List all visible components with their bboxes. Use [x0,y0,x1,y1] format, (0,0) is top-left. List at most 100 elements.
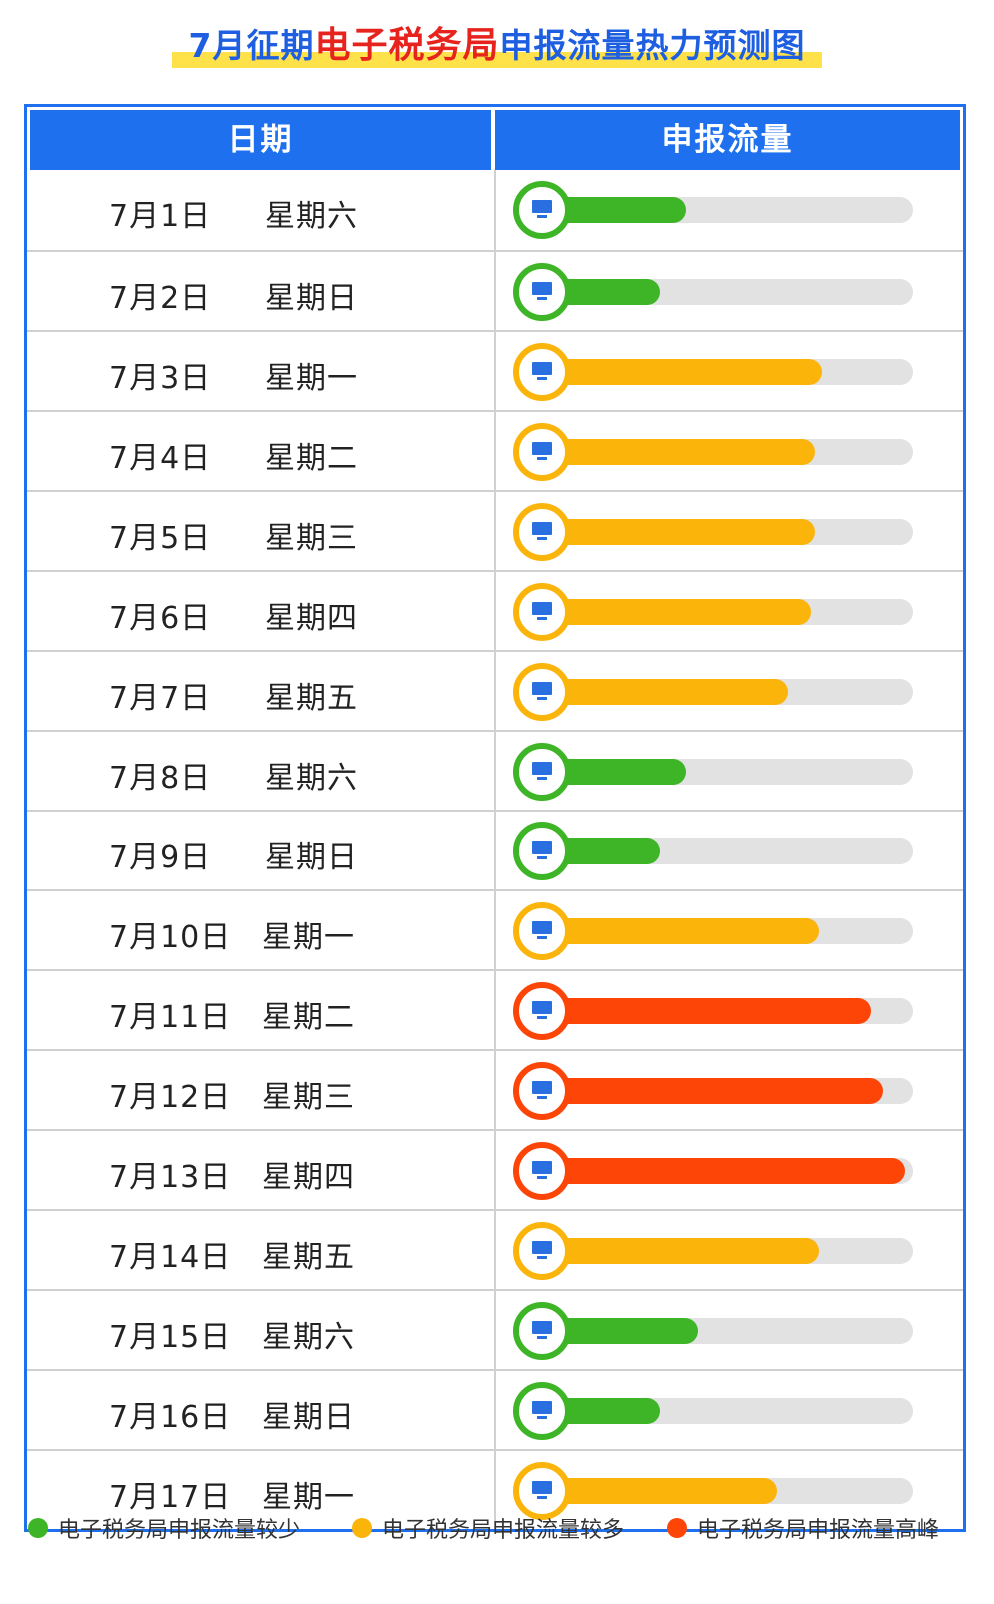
row-weekday: 星期六 [265,760,358,796]
row-date: 7月2日 [109,280,212,316]
chart-title: 7月征期电子税务局申报流量热力预测图 [0,24,994,80]
row-weekday: 星期六 [265,198,358,234]
flow-bar-fill [535,918,819,945]
row-date: 7月10日 [109,920,232,956]
table-row: 7月9日 星期日 [27,809,963,890]
flow-bar-fill [535,1238,819,1265]
computer-icon [513,742,571,801]
flow-table: 日期 申报流量 7月1日 星期六 7月2日 星期日 7月3日 星期一 7月4日 星期二 7月5日… [24,104,966,1532]
computer-icon [513,502,571,561]
table-row: 7月5日 星期三 [27,489,963,570]
row-weekday: 星期日 [262,1400,355,1436]
legend-dot-icon [352,1518,372,1538]
table-row: 7月8日 星期六 [27,729,963,810]
computer-icon [513,822,571,881]
flow-bar-track [535,1398,913,1425]
row-weekday: 星期四 [265,600,358,636]
flow-bar-fill [535,358,823,385]
row-date: 7月3日 [109,360,212,396]
table-header: 日期 申报流量 [30,110,960,170]
flow-bar-fill [535,998,872,1025]
table-row: 7月10日 星期一 [27,889,963,969]
table-row: 7月12日 星期三 [27,1049,963,1129]
row-date: 7月1日 [109,198,212,234]
row-weekday: 星期五 [265,680,358,716]
row-date: 7月17日 [109,1480,232,1516]
row-weekday: 星期一 [262,1480,355,1516]
row-date: 7月13日 [109,1160,232,1196]
computer-icon [513,342,571,401]
computer-icon [513,180,571,239]
table-row: 7月16日 星期日 [27,1369,963,1449]
legend-item: 电子税务局申报流量高峰 [667,1508,939,1548]
row-weekday: 星期一 [262,920,355,956]
title-highlight-bar [172,52,822,68]
table-row: 7月15日 星期六 [27,1289,963,1369]
header-date: 日期 [30,110,491,170]
title-prefix: 7月征期 [188,26,315,65]
row-date: 7月9日 [109,840,212,876]
computer-icon [513,1142,571,1201]
table-row: 7月4日 星期二 [27,409,963,490]
flow-bar-track [535,758,913,785]
row-weekday: 星期一 [265,360,358,396]
computer-icon [513,902,571,961]
flow-bar-track [535,196,913,223]
row-date: 7月12日 [109,1080,232,1116]
row-weekday: 星期三 [262,1080,355,1116]
row-date: 7月7日 [109,680,212,716]
row-weekday: 星期五 [262,1240,355,1276]
flow-bar-track [535,838,913,865]
flow-bar-track [535,678,913,705]
legend-dot-icon [28,1518,48,1538]
row-weekday: 星期三 [265,520,358,556]
title-suffix: 申报流量热力预测图 [499,26,806,65]
row-date: 7月16日 [109,1400,232,1436]
flow-bar-fill [535,518,815,545]
title-highlight: 电子税务局 [314,25,500,66]
flow-bar-track [535,598,913,625]
row-date: 7月11日 [109,1000,232,1036]
flow-bar-track [535,518,913,545]
computer-icon [513,662,571,721]
flow-bar-track [535,438,913,465]
flow-bar-track [535,1158,913,1185]
flow-bar-track [535,278,913,305]
legend-dot-icon [667,1518,687,1538]
flow-bar-track [535,1318,913,1345]
row-weekday: 星期日 [265,840,358,876]
flow-bar-fill [535,1478,777,1505]
row-weekday: 星期日 [265,280,358,316]
row-date: 7月6日 [109,600,212,636]
row-date: 7月15日 [109,1320,232,1356]
computer-icon [513,1062,571,1121]
row-weekday: 星期六 [262,1320,355,1356]
legend-label: 电子税务局申报流量高峰 [697,1518,940,1543]
row-weekday: 星期二 [265,440,358,476]
row-weekday: 星期二 [262,1000,355,1036]
flow-bar-track [535,998,913,1025]
flow-bar-track [535,918,913,945]
flow-bar-fill [535,438,815,465]
computer-icon [513,982,571,1041]
row-date: 7月14日 [109,1240,232,1276]
legend-label: 电子税务局申报流量较多 [382,1518,625,1543]
table-row: 7月14日 星期五 [27,1209,963,1289]
row-date: 7月4日 [109,440,212,476]
flow-bar-fill [535,598,811,625]
flow-bar-track [535,1478,913,1505]
flow-bar-track [535,1238,913,1265]
computer-icon [513,1302,571,1361]
table-row: 7月1日 星期六 [27,170,963,250]
table-row: 7月2日 星期日 [27,249,963,330]
legend-label: 电子税务局申报流量较少 [58,1518,301,1543]
flow-bar-fill [535,1078,883,1105]
flow-bar-track [535,1078,913,1105]
legend-item: 电子税务局申报流量较少 [28,1508,300,1548]
row-date: 7月8日 [109,760,212,796]
table-row: 7月11日 星期二 [27,969,963,1049]
legend: 电子税务局申报流量较少 电子税务局申报流量较多 电子税务局申报流量高峰 [0,1508,994,1548]
flow-bar-fill [535,678,789,705]
flow-bar-fill [535,1158,906,1185]
table-row: 7月17日 星期一 [27,1449,963,1529]
